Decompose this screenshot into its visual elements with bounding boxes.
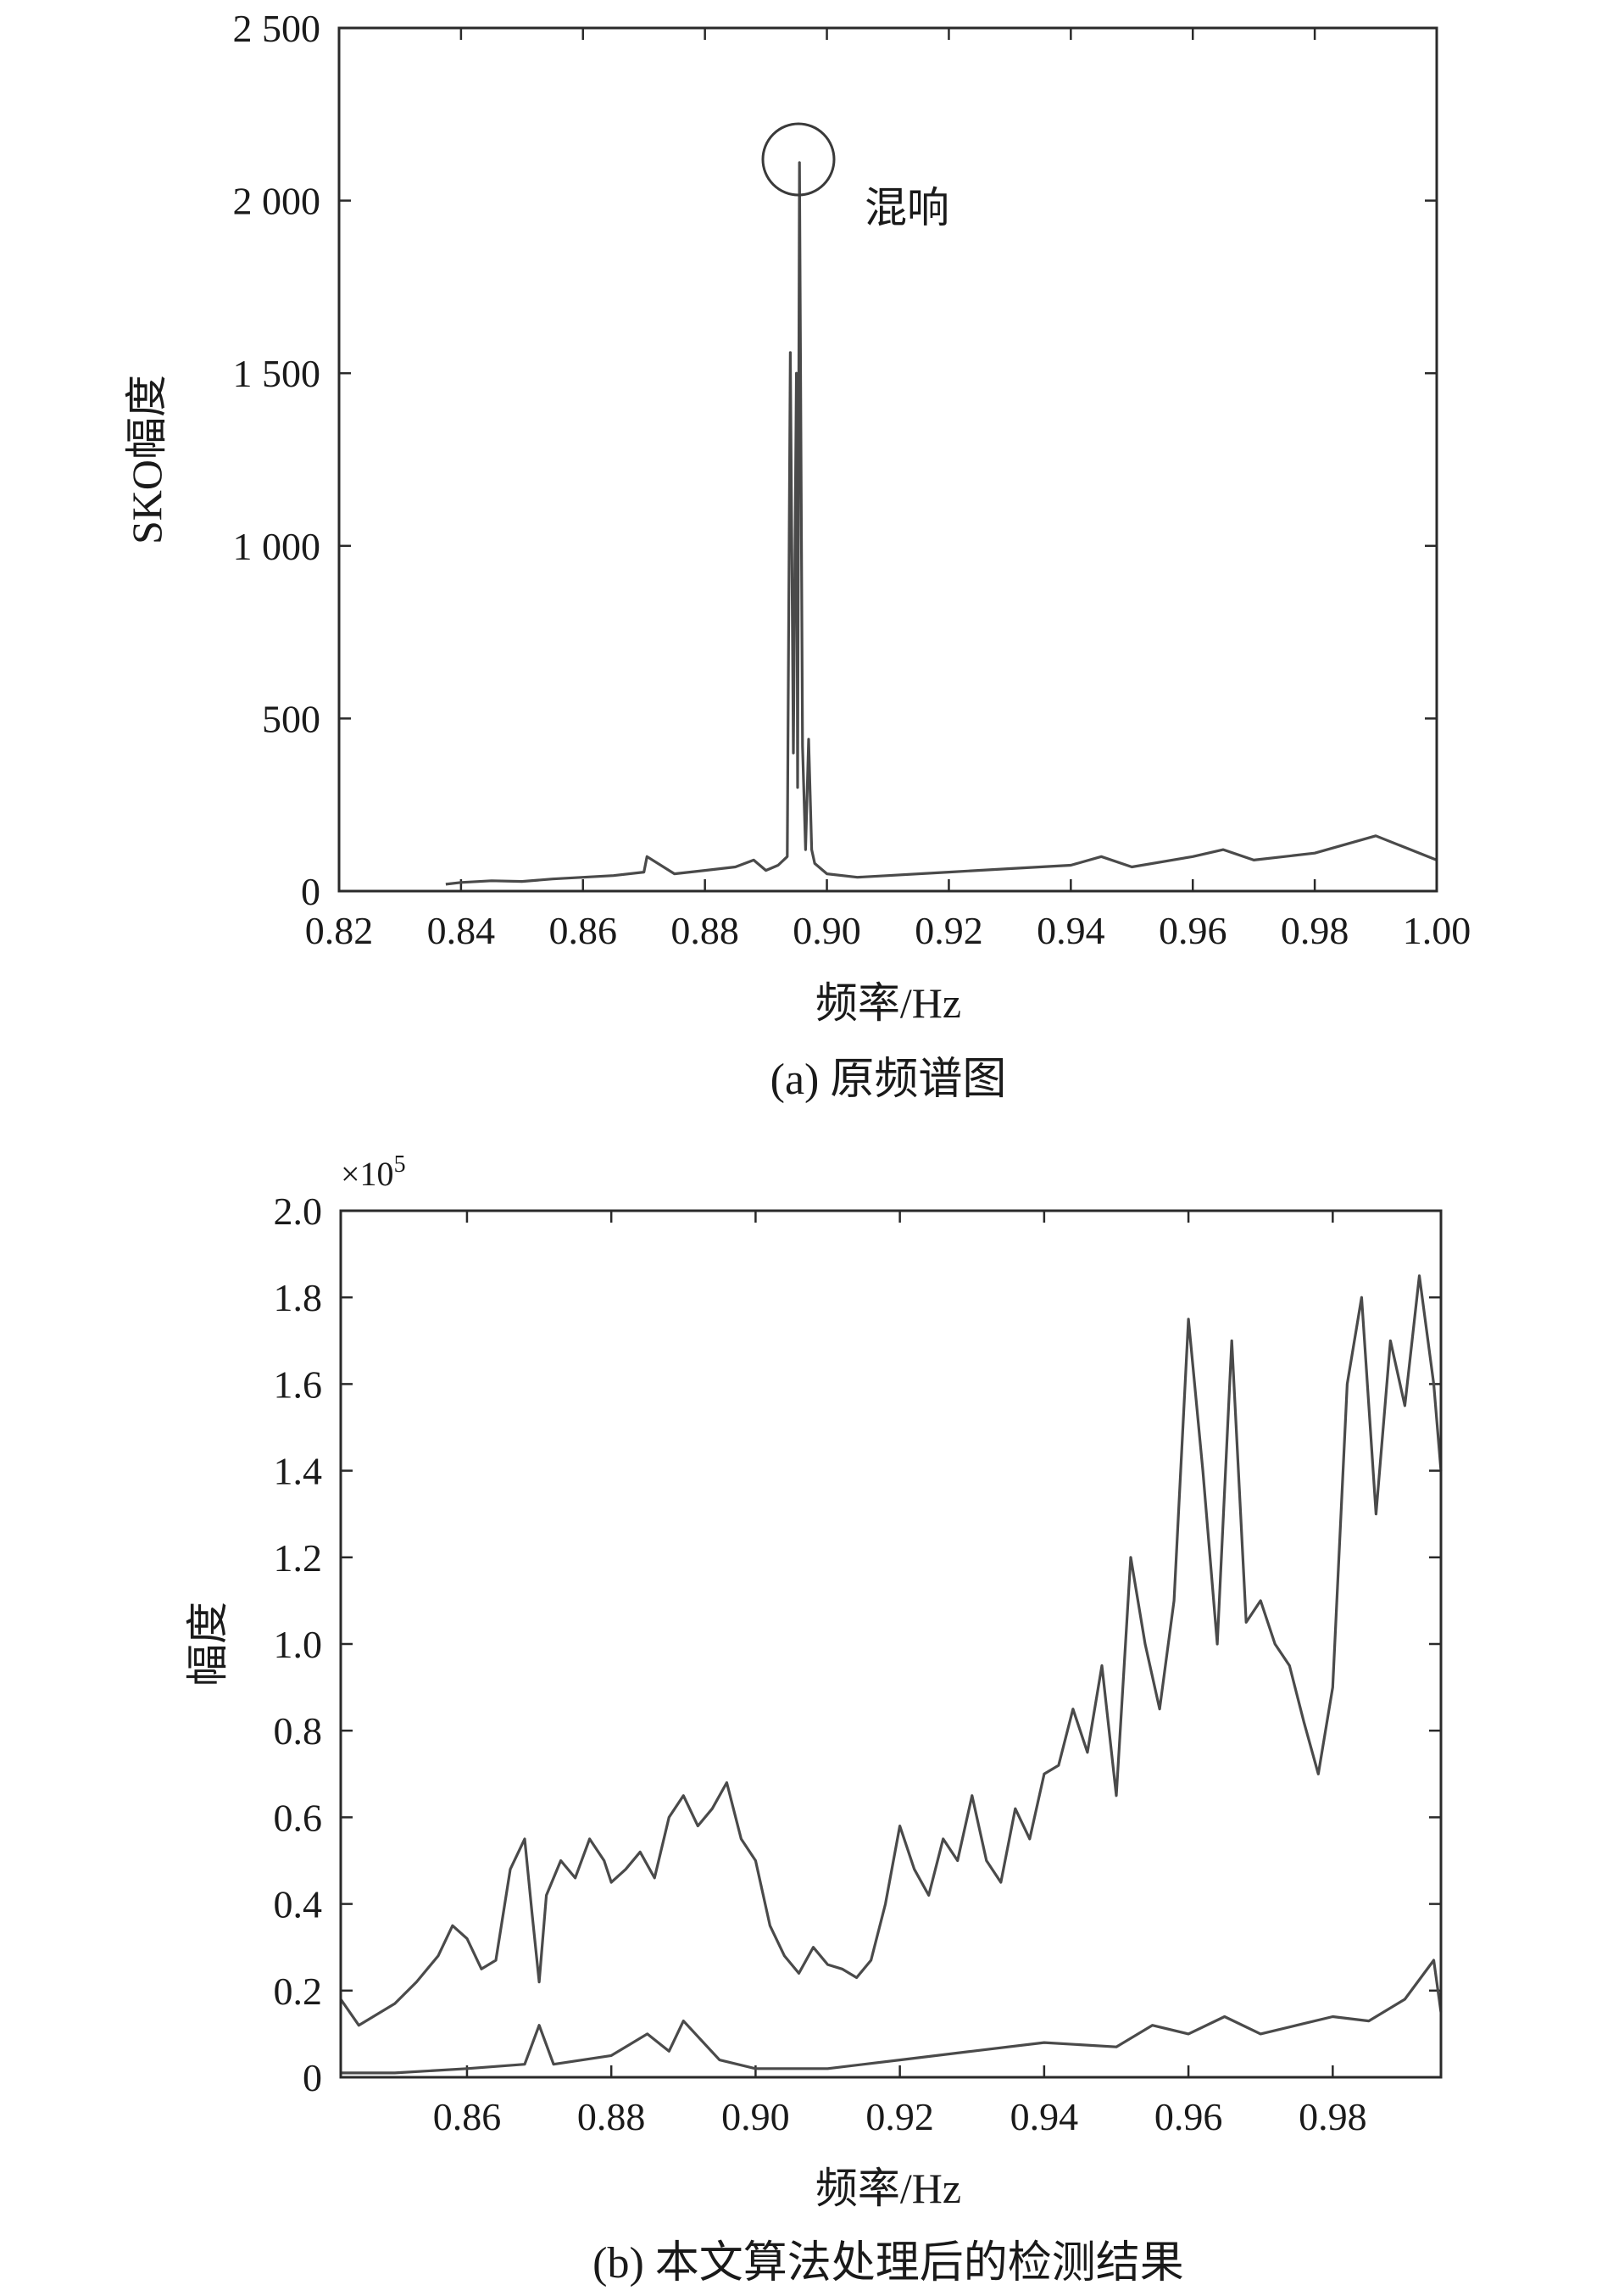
panel-b-tick-labels: 0.86 0.88 0.90 0.92 0.94 0.96 0.98 0 0.2 0.4 0.6 0.… [274, 1190, 1367, 2138]
panel-a-annotation: 混响 [865, 184, 949, 231]
panel-b-x-tick-label: 0.96 [1154, 2095, 1223, 2138]
panel-b-series-line-2 [341, 1959, 1443, 2075]
panel-a-series [445, 161, 1438, 886]
panel-b-caption: (b) 本文算法处理后的检测结果 [592, 2239, 1184, 2288]
panel-b-x-tick-label: 0.98 [1299, 2095, 1367, 2138]
panel-a-y-tick-label: 2 500 [233, 7, 321, 50]
panel-a-x-tick-label: 0.92 [915, 909, 983, 952]
panel-b-y-tick-label: 1.8 [274, 1276, 323, 1319]
panel-a-y-tick-label: 1 000 [233, 525, 321, 568]
panel-a-plot-frame [337, 26, 1438, 893]
panel-b-y-tick-label: 0.2 [274, 1970, 323, 2013]
panel-a-x-tick-label: 0.88 [670, 909, 739, 952]
panel-a-caption: (a) 原频谱图 [770, 1056, 1007, 1104]
panel-a-xlabel: 频率/Hz [815, 979, 961, 1027]
panel-a-x-tick-label: 0.82 [305, 909, 374, 952]
panel-b-y-tick-label: 0.6 [274, 1796, 323, 1839]
panel-b-exponent: ×105 [341, 1151, 406, 1193]
panel-b-y-tick-label: 1.0 [274, 1623, 323, 1666]
panel-b-series [339, 1274, 1443, 2075]
panel-a-x-tick-label: 0.96 [1159, 909, 1227, 952]
panel-a-y-tick-label: 500 [262, 697, 320, 740]
panel-a-annotation-circle [761, 122, 836, 197]
panel-b: 0.86 0.88 0.90 0.92 0.94 0.96 0.98 0 0.2 0.4 0.6 0.… [184, 1151, 1443, 2288]
panel-b-y-tick-label: 0.8 [274, 1709, 323, 1753]
panel-a-y-tick-label: 1 500 [233, 352, 321, 395]
panel-a-y-tick-label: 0 [301, 870, 320, 913]
panel-b-x-tick-label: 0.86 [433, 2095, 502, 2138]
panel-a-y-tick-label: 2 000 [233, 180, 321, 223]
panel-b-y-tick-label: 1.2 [274, 1536, 323, 1580]
panel-a-x-tick-label: 0.84 [427, 909, 496, 952]
panel-b-x-tick-label: 0.90 [721, 2095, 790, 2138]
panel-b-y-tick-label: 1.6 [274, 1363, 323, 1406]
panel-b-plot-frame [339, 1209, 1443, 2079]
panel-b-x-tick-label: 0.94 [1010, 2095, 1079, 2138]
panel-a-tick-labels: 0.82 0.84 0.86 0.88 0.90 0.92 0.94 0.96 0.98 1.00… [233, 7, 1471, 952]
panel-a-x-tick-label: 0.90 [793, 909, 861, 952]
panel-b-exponent-power: 5 [394, 1151, 406, 1178]
panel-b-y-tick-label: 0.4 [274, 1883, 323, 1926]
panel-b-xlabel: 频率/Hz [815, 2165, 961, 2212]
panel-b-series-line-1 [339, 1274, 1443, 2027]
panel-b-x-tick-label: 0.88 [577, 2095, 646, 2138]
panel-b-y-tick-label: 0 [303, 2056, 322, 2099]
panel-b-y-tick-label: 2.0 [274, 1190, 323, 1233]
panel-a-series-line-1 [445, 161, 1438, 886]
panel-b-ylabel: 幅度 [184, 1602, 231, 1686]
panel-a-x-tick-label: 1.00 [1403, 909, 1471, 952]
panel-b-exponent-base: ×10 [341, 1155, 394, 1193]
panel-b-y-tick-label: 1.4 [274, 1450, 323, 1493]
panel-b-x-tick-label: 0.92 [865, 2095, 934, 2138]
panel-a: 0.82 0.84 0.86 0.88 0.90 0.92 0.94 0.96 0.98 1.00… [123, 7, 1471, 1104]
panel-a-x-tick-label: 0.94 [1037, 909, 1105, 952]
panel-a-x-tick-label: 0.86 [549, 909, 618, 952]
panel-a-ticks [337, 26, 1438, 893]
panel-a-x-tick-label: 0.98 [1281, 909, 1349, 952]
panel-a-ylabel: SKO幅度 [123, 375, 170, 544]
